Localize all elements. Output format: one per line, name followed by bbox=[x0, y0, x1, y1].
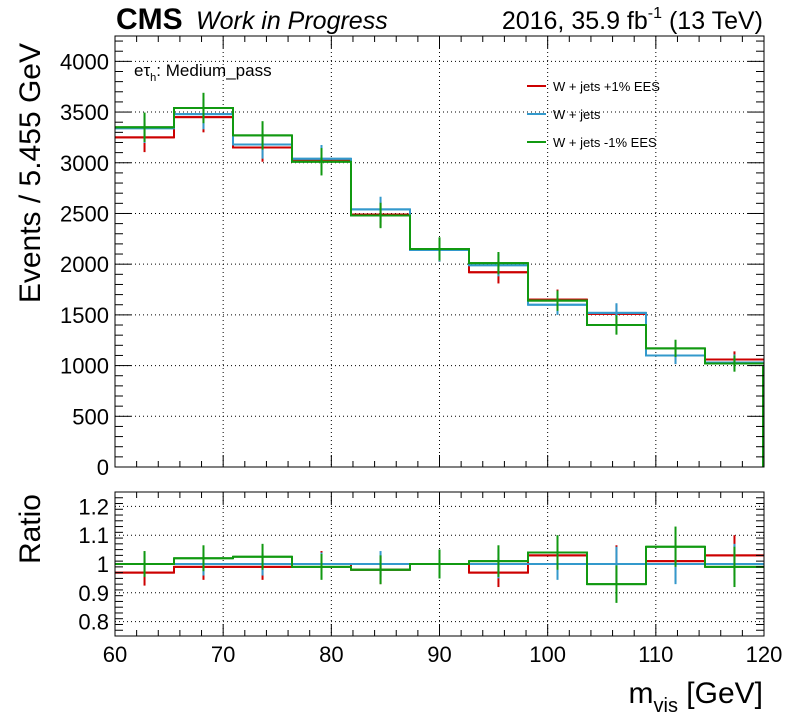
x-tick-label: 80 bbox=[319, 642, 343, 667]
category-label: eτh: Medium_pass bbox=[134, 61, 272, 84]
x-tick-label: 120 bbox=[746, 642, 783, 667]
lumi-prefix: 2016, 35.9 fb bbox=[502, 7, 648, 35]
upper-y-axis-title: Events / 5.455 GeV bbox=[14, 43, 47, 303]
x-tick-label: 90 bbox=[427, 642, 451, 667]
upper-y-tick-label: 1500 bbox=[60, 303, 109, 328]
x-axis-title-rest: [GeV] bbox=[678, 677, 763, 710]
upper-series-line-2 bbox=[115, 107, 764, 365]
lumi-exponent: -1 bbox=[648, 5, 662, 22]
x-tick-label: 100 bbox=[529, 642, 566, 667]
category-sub: h bbox=[150, 72, 156, 84]
lower-y-axis-title: Ratio bbox=[14, 494, 47, 564]
legend-label-2: W + jets -1% EES bbox=[553, 135, 657, 150]
upper-grid bbox=[115, 36, 764, 467]
x-tick-label: 70 bbox=[211, 642, 235, 667]
lower-axes: 0.8 0.9 1 1.1 1.2 60 70 80 90 100 110 120 bbox=[78, 491, 783, 667]
legend: W + jets +1% EES W + jets W + jets -1% EES bbox=[527, 79, 660, 150]
upper-y-tick-label: 3000 bbox=[60, 151, 109, 176]
work-in-progress-label: Work in Progress bbox=[196, 7, 388, 35]
lower-y-tick-label: 1.2 bbox=[78, 494, 109, 519]
legend-label-0: W + jets +1% EES bbox=[553, 79, 660, 94]
lower-y-tick-label: 0.9 bbox=[78, 581, 109, 606]
x-tick-label: 60 bbox=[103, 642, 127, 667]
x-axis-title-main: m bbox=[629, 677, 654, 710]
cms-label: CMS bbox=[116, 3, 183, 36]
upper-axes: 0 500 1000 1500 2000 2500 3000 3500 4000 bbox=[60, 35, 765, 480]
lower-y-tick-label: 1 bbox=[97, 552, 109, 577]
upper-y-tick-label: 2000 bbox=[60, 252, 109, 277]
lower-series bbox=[115, 526, 764, 603]
upper-y-tick-label: 1000 bbox=[60, 354, 109, 379]
upper-y-tick-label: 3500 bbox=[60, 100, 109, 125]
upper-y-tick-label: 500 bbox=[72, 404, 109, 429]
lumi-label: 2016, 35.9 fb-1 (13 TeV) bbox=[502, 5, 763, 35]
lower-y-tick-label: 1.1 bbox=[78, 523, 109, 548]
category-main: eτ bbox=[134, 61, 150, 80]
x-axis-title-sub: vis bbox=[654, 695, 678, 717]
lower-y-tick-label: 0.8 bbox=[78, 610, 109, 635]
category-rest: : Medium_pass bbox=[156, 61, 271, 80]
x-axis-title: mvis [GeV] bbox=[629, 677, 764, 717]
upper-y-tick-label: 0 bbox=[97, 455, 109, 480]
upper-y-tick-label: 4000 bbox=[60, 49, 109, 74]
lumi-suffix: (13 TeV) bbox=[662, 7, 763, 35]
upper-y-tick-label: 2500 bbox=[60, 201, 109, 226]
legend-label-1: W + jets bbox=[553, 107, 601, 122]
x-tick-label: 110 bbox=[638, 642, 673, 667]
